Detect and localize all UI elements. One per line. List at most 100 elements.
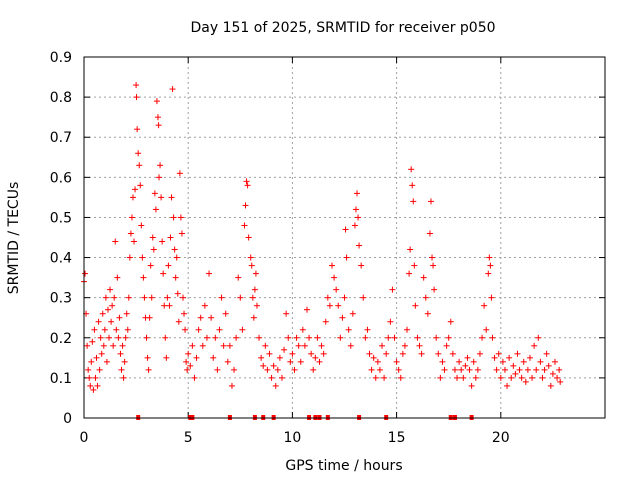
data-point xyxy=(407,246,414,253)
data-point xyxy=(147,262,154,269)
data-point xyxy=(262,342,269,349)
data-point xyxy=(339,314,346,321)
data-point xyxy=(420,274,427,281)
data-point xyxy=(281,346,288,353)
y-tick-label: 0.7 xyxy=(50,130,72,146)
y-axis: 0 0.1 0.2 0.3 0.4 0.5 0.6 0.7 0.8 0.9 xyxy=(50,50,605,427)
data-point xyxy=(433,334,440,341)
data-point xyxy=(177,214,184,221)
data-point xyxy=(144,354,151,361)
data-point xyxy=(195,326,202,333)
data-point xyxy=(470,358,477,365)
data-point xyxy=(129,194,136,201)
data-point xyxy=(464,354,471,361)
data-point xyxy=(276,354,283,361)
data-point xyxy=(409,182,416,189)
data-point xyxy=(547,382,554,389)
data-point xyxy=(159,238,166,245)
data-point xyxy=(96,366,103,373)
data-point xyxy=(345,326,352,333)
data-point xyxy=(349,310,356,317)
data-point xyxy=(337,334,344,341)
data-point xyxy=(368,366,375,373)
data-point xyxy=(437,374,444,381)
data-point xyxy=(451,366,458,373)
data-point xyxy=(148,294,155,301)
data-point xyxy=(241,222,248,229)
data-point xyxy=(320,350,327,357)
data-point xyxy=(116,314,123,321)
data-point xyxy=(414,334,421,341)
data-point xyxy=(557,378,564,385)
data-point xyxy=(266,350,273,357)
data-point xyxy=(508,374,515,381)
data-point xyxy=(408,166,415,173)
data-point xyxy=(115,334,122,341)
data-point xyxy=(183,358,190,365)
data-point xyxy=(362,334,369,341)
data-point xyxy=(541,366,548,373)
data-point xyxy=(103,358,110,365)
y-tick-label: 0.6 xyxy=(50,170,72,186)
data-point xyxy=(174,290,181,297)
data-point xyxy=(335,302,342,309)
data-point xyxy=(488,294,495,301)
data-point xyxy=(260,362,267,369)
data-point xyxy=(427,198,434,205)
y-tick-label: 0.3 xyxy=(50,291,72,307)
data-point xyxy=(526,354,533,361)
data-point xyxy=(187,362,194,369)
data-point xyxy=(244,182,251,189)
data-point xyxy=(164,294,171,301)
data-point xyxy=(301,342,308,349)
data-point xyxy=(506,354,513,361)
data-point xyxy=(99,310,106,317)
data-point xyxy=(435,350,442,357)
data-point xyxy=(352,206,359,213)
data-point xyxy=(139,254,146,261)
data-point xyxy=(134,126,141,133)
data-point xyxy=(171,246,178,253)
data-point xyxy=(303,306,310,313)
data-point xyxy=(249,294,256,301)
data-point xyxy=(314,334,321,341)
data-point xyxy=(297,358,304,365)
data-point xyxy=(460,374,467,381)
data-point xyxy=(537,358,544,365)
data-point xyxy=(468,382,475,389)
data-point xyxy=(110,342,117,349)
data-point xyxy=(91,326,98,333)
data-point xyxy=(109,302,116,309)
data-point xyxy=(333,286,340,293)
data-point xyxy=(243,178,250,185)
data-point xyxy=(287,358,294,365)
data-point xyxy=(293,334,300,341)
data-point xyxy=(178,230,185,237)
data-point xyxy=(112,238,119,245)
data-point xyxy=(410,198,417,205)
data-point xyxy=(295,342,302,349)
data-point xyxy=(406,270,413,277)
data-point xyxy=(316,358,323,365)
data-point xyxy=(242,202,249,209)
data-point xyxy=(135,150,142,157)
data-point xyxy=(173,254,180,261)
data-point xyxy=(85,366,92,373)
data-point xyxy=(122,334,129,341)
chart-title: Day 151 of 2025, SRMTID for receiver p05… xyxy=(190,20,495,36)
data-point xyxy=(97,334,104,341)
data-point xyxy=(108,318,115,325)
data-point xyxy=(449,350,456,357)
data-point xyxy=(166,302,173,309)
data-point xyxy=(88,358,95,365)
data-point xyxy=(170,214,177,221)
data-point xyxy=(245,234,252,241)
data-point xyxy=(404,326,411,333)
data-point xyxy=(167,234,174,241)
x-tick-label: 15 xyxy=(388,430,406,446)
data-point xyxy=(476,350,483,357)
data-point xyxy=(146,314,153,321)
plot-frame xyxy=(83,56,606,419)
data-point xyxy=(165,262,172,269)
data-point xyxy=(93,354,100,361)
